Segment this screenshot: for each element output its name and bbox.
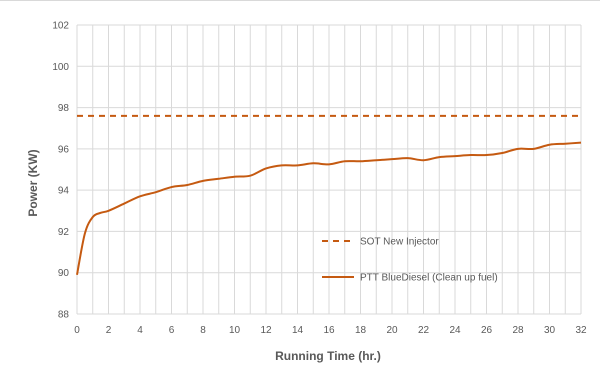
y-tick-label: 96: [58, 144, 70, 155]
series-lines: [76, 114, 582, 275]
x-tick-label: 20: [386, 325, 398, 336]
x-tick-label: 12: [260, 325, 272, 336]
y-tick-label: 88: [58, 310, 70, 321]
x-tick-label: 0: [74, 325, 80, 336]
x-tick-label: 30: [544, 325, 556, 336]
legend-label: SOT New Injector: [360, 237, 439, 248]
x-tick-label: 2: [106, 325, 112, 336]
legend: SOT New Injector PTT BlueDiesel (Clean up…: [322, 237, 498, 284]
x-tick-label: 16: [323, 325, 335, 336]
x-tick-label: 4: [137, 325, 143, 336]
x-tick-label: 10: [229, 325, 241, 336]
y-tick-label: 92: [58, 227, 70, 238]
x-tick-label: 14: [292, 325, 304, 336]
y-tick-label: 94: [58, 186, 70, 197]
x-axis-title: Running Time (hr.): [275, 349, 381, 363]
gridlines: [76, 24, 582, 315]
legend-label: PTT BlueDiesel (Clean up fuel): [360, 273, 498, 284]
x-tick-label: 22: [418, 325, 430, 336]
series-line-ptt-bluediesel: [76, 141, 582, 275]
x-tick-label: 32: [575, 325, 587, 336]
x-tick-label: 18: [355, 325, 367, 336]
x-tick-label: 24: [449, 325, 461, 336]
top-border-line: [0, 0, 600, 1]
x-tick-label: 28: [512, 325, 524, 336]
y-tick-label: 102: [52, 21, 69, 32]
y-tick-label: 100: [52, 62, 69, 73]
y-tick-label: 98: [58, 103, 70, 114]
y-tick-label: 90: [58, 268, 70, 279]
y-axis-title: Power (KW): [26, 149, 40, 216]
x-tick-label: 6: [169, 325, 175, 336]
x-tick-label: 8: [200, 325, 206, 336]
x-tick-label: 26: [481, 325, 493, 336]
